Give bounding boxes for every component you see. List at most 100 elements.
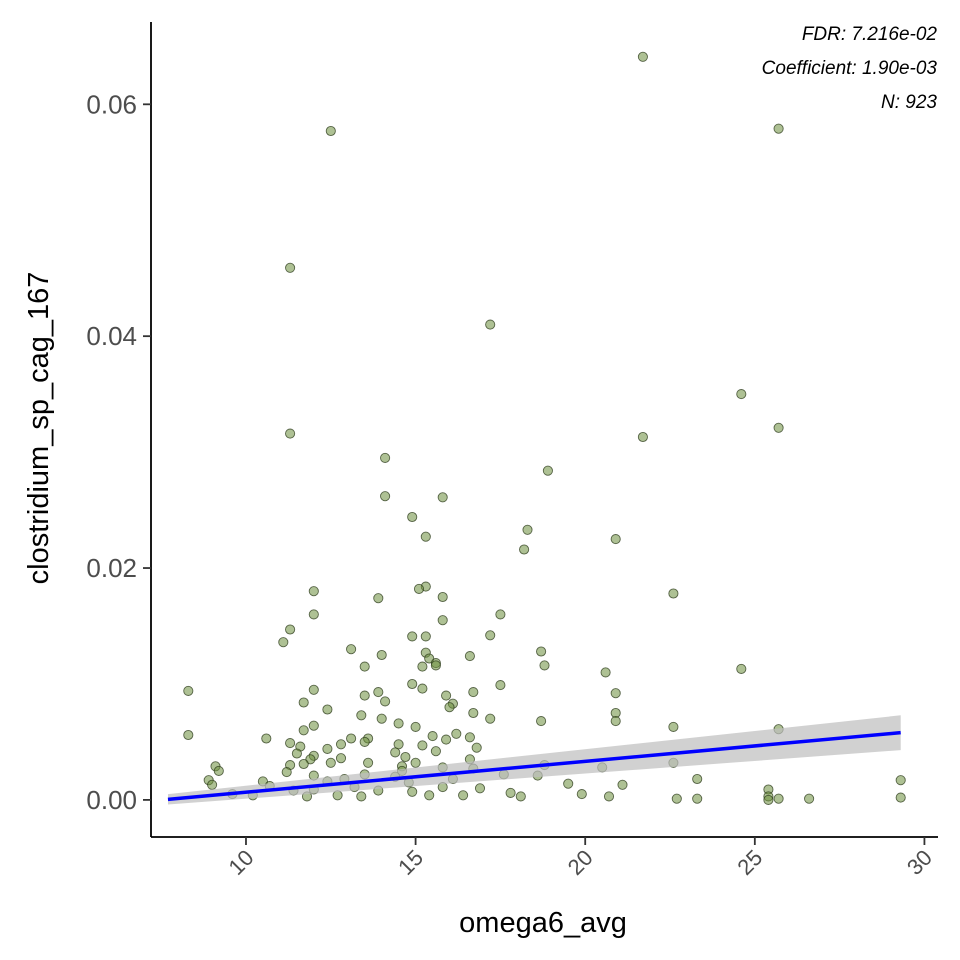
data-point (285, 428, 296, 439)
x-tick-label: 25 (732, 845, 767, 880)
data-point (335, 739, 347, 750)
data-point (407, 511, 418, 523)
data-point (522, 524, 533, 535)
data-point (471, 742, 482, 753)
data-point (183, 729, 194, 741)
data-point (298, 758, 309, 770)
x-tick-label: 30 (902, 845, 937, 880)
data-point (410, 757, 421, 768)
data-point (441, 734, 452, 745)
data-point (261, 733, 272, 744)
data-point (536, 646, 547, 657)
data-point (610, 716, 621, 727)
y-tick-label: 0.06 (86, 89, 137, 119)
data-point (335, 753, 347, 764)
data-point (444, 702, 455, 713)
data-point (407, 786, 418, 797)
confidence-band (168, 715, 901, 805)
data-point (298, 697, 309, 708)
data-point (373, 593, 384, 604)
stats-annotation-line: N: 923 (881, 92, 937, 113)
data-point (298, 725, 309, 736)
data-point (692, 793, 703, 804)
data-point (278, 637, 289, 648)
data-point (773, 422, 784, 433)
data-point (610, 688, 621, 699)
data-point (485, 319, 496, 330)
data-point (285, 624, 296, 635)
data-point (542, 465, 553, 476)
data-point (736, 663, 747, 674)
data-point (668, 721, 679, 732)
data-point (437, 615, 448, 626)
y-tick-label: 0.04 (86, 321, 137, 351)
data-point (322, 743, 333, 754)
data-point (427, 731, 438, 742)
data-point (437, 591, 448, 603)
data-point (322, 704, 333, 715)
data-point (563, 778, 574, 789)
data-point (468, 707, 479, 719)
data-point (420, 531, 431, 542)
data-point (285, 262, 296, 273)
data-point (417, 740, 428, 751)
data-point (363, 757, 374, 768)
data-point (373, 687, 384, 698)
x-tick-label: 20 (563, 845, 598, 880)
y-tick-label: 0.00 (86, 785, 137, 815)
data-point (576, 789, 587, 800)
data-point (407, 678, 418, 690)
data-point (380, 491, 391, 502)
data-point (736, 389, 747, 400)
data-point (346, 644, 357, 655)
data-point (437, 492, 448, 503)
data-point (773, 793, 784, 804)
data-point (600, 667, 611, 678)
data-point (424, 790, 435, 801)
data-point (464, 651, 475, 662)
data-point (495, 680, 506, 691)
data-point (637, 51, 648, 62)
y-axis: 0.00 0.02 0.04 0.06 (86, 22, 152, 837)
x-axis-title: omega6_avg (459, 907, 627, 939)
data-point (637, 431, 648, 443)
data-point (430, 660, 441, 671)
data-point (804, 793, 815, 804)
data-point (400, 751, 411, 763)
data-point (410, 721, 421, 732)
x-tick-label: 10 (224, 845, 259, 880)
data-point (359, 690, 370, 701)
plot-area (167, 51, 906, 805)
data-point (536, 716, 547, 727)
data-point (474, 783, 486, 794)
data-point (285, 738, 296, 749)
regression-line (167, 730, 901, 802)
stats-annotation-line: FDR: 7.216e-02 (802, 24, 938, 45)
data-point (359, 736, 370, 747)
data-point (356, 791, 367, 802)
data-point (495, 609, 506, 620)
stats-annotation-line: Coefficient: 1.90e-03 (762, 58, 938, 79)
data-point (213, 765, 224, 776)
data-point (515, 791, 526, 802)
y-axis-title: clostridium_sp_cag_167 (23, 272, 55, 585)
data-point (671, 793, 682, 804)
data-point (390, 747, 401, 758)
data-point (325, 125, 336, 137)
data-point (468, 687, 479, 698)
data-point (485, 713, 496, 724)
data-point (308, 586, 319, 597)
data-point (413, 583, 425, 594)
data-point (458, 790, 469, 801)
data-point (308, 684, 319, 695)
data-point (207, 779, 218, 790)
data-point (407, 631, 418, 642)
data-point (895, 792, 906, 803)
data-point (485, 630, 496, 641)
data-point (417, 661, 428, 672)
data-point (183, 685, 194, 696)
data-point (617, 779, 628, 790)
data-point (519, 544, 530, 555)
data-point (763, 794, 774, 805)
